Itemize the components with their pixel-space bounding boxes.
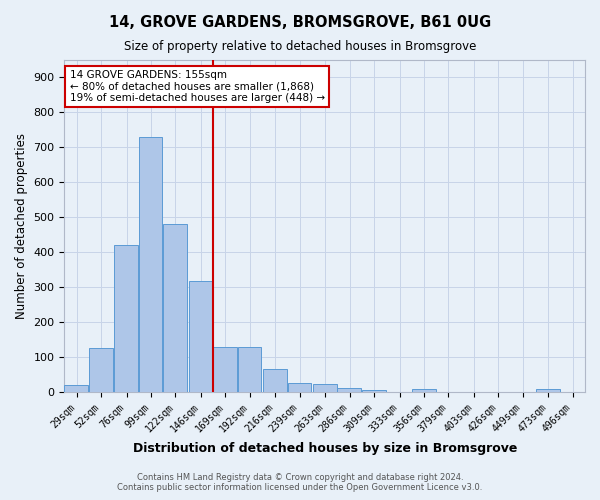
Text: Size of property relative to detached houses in Bromsgrove: Size of property relative to detached ho… xyxy=(124,40,476,53)
X-axis label: Distribution of detached houses by size in Bromsgrove: Distribution of detached houses by size … xyxy=(133,442,517,455)
Bar xyxy=(189,281,212,392)
Bar xyxy=(115,245,138,392)
Bar xyxy=(313,384,337,392)
Bar xyxy=(412,389,436,392)
Text: 14, GROVE GARDENS, BROMSGROVE, B61 0UG: 14, GROVE GARDENS, BROMSGROVE, B61 0UG xyxy=(109,15,491,30)
Bar xyxy=(362,390,386,392)
Bar xyxy=(163,224,187,392)
Bar xyxy=(536,389,560,392)
Bar xyxy=(287,382,311,392)
Text: Contains HM Land Registry data © Crown copyright and database right 2024.
Contai: Contains HM Land Registry data © Crown c… xyxy=(118,473,482,492)
Bar xyxy=(213,346,237,392)
Bar xyxy=(139,137,163,392)
Bar xyxy=(64,385,88,392)
Y-axis label: Number of detached properties: Number of detached properties xyxy=(15,133,28,319)
Bar xyxy=(263,369,287,392)
Bar xyxy=(89,348,113,392)
Bar xyxy=(337,388,361,392)
Bar xyxy=(238,346,261,392)
Text: 14 GROVE GARDENS: 155sqm
← 80% of detached houses are smaller (1,868)
19% of sem: 14 GROVE GARDENS: 155sqm ← 80% of detach… xyxy=(70,70,325,103)
